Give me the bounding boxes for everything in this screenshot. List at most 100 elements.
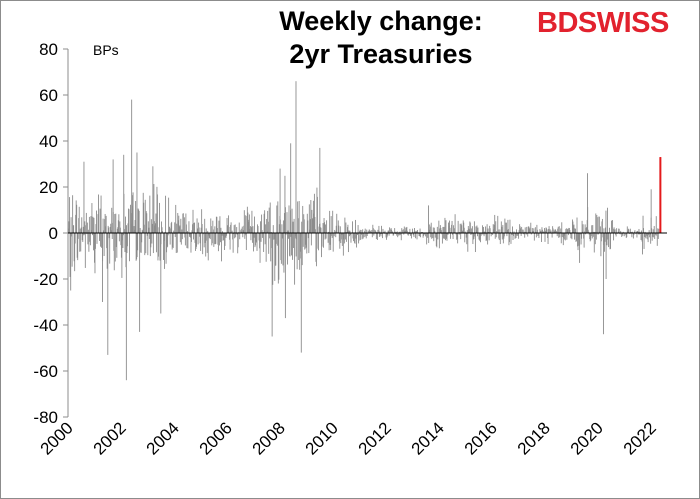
bar — [365, 233, 367, 237]
bar — [491, 233, 493, 235]
bar — [112, 159, 114, 233]
bar — [71, 233, 73, 237]
bar — [208, 233, 210, 239]
bar — [655, 216, 657, 233]
bar — [256, 233, 258, 251]
bar — [648, 233, 650, 235]
bar — [567, 233, 569, 236]
bar — [135, 233, 137, 261]
bar — [233, 233, 235, 235]
bar — [519, 226, 521, 233]
bar — [472, 233, 474, 240]
bar — [462, 220, 464, 233]
bar — [186, 231, 188, 233]
bar — [211, 233, 213, 246]
bar — [373, 229, 375, 233]
bar — [394, 228, 396, 233]
bar — [215, 233, 217, 244]
bar — [205, 233, 207, 257]
bar — [470, 228, 472, 233]
bar — [100, 195, 102, 233]
bar — [86, 222, 88, 233]
bar — [541, 227, 543, 233]
bar — [240, 230, 242, 233]
bar — [254, 233, 256, 248]
bar — [206, 233, 208, 253]
bar — [166, 233, 168, 248]
bar — [468, 229, 470, 233]
bar — [113, 233, 115, 271]
bar — [518, 233, 520, 239]
bar — [434, 233, 436, 238]
bar — [302, 205, 304, 233]
bar — [123, 154, 125, 233]
bar — [172, 233, 174, 248]
bar — [633, 233, 635, 236]
bar — [495, 233, 497, 238]
bar — [602, 233, 604, 335]
bar — [355, 219, 356, 233]
bar — [314, 229, 316, 233]
bar — [280, 233, 282, 261]
bar — [453, 228, 455, 233]
bar — [380, 233, 382, 237]
bar — [306, 213, 308, 233]
bar — [627, 228, 629, 233]
bar — [476, 225, 478, 233]
bar — [267, 210, 269, 233]
bar — [576, 217, 578, 233]
bar — [569, 233, 571, 235]
bar — [493, 224, 495, 233]
bar — [290, 233, 292, 237]
bar — [245, 233, 247, 250]
bar — [308, 204, 310, 233]
bar — [342, 233, 344, 256]
bar — [148, 227, 150, 233]
bar — [304, 233, 306, 249]
bar — [83, 233, 85, 235]
bar — [614, 230, 616, 233]
bar — [268, 207, 270, 233]
bar — [553, 230, 555, 233]
bar — [353, 233, 354, 242]
bar — [269, 233, 271, 239]
bar — [302, 233, 304, 247]
bar — [544, 233, 546, 242]
bar — [478, 233, 480, 240]
unit-label: BPs — [93, 42, 119, 58]
bar — [596, 215, 598, 233]
bar — [96, 210, 97, 233]
bar — [589, 233, 591, 242]
bar — [190, 233, 192, 253]
bar — [651, 233, 653, 241]
bar — [133, 226, 135, 233]
bar — [196, 218, 198, 233]
bar — [87, 233, 89, 245]
bar — [383, 231, 385, 233]
bar — [258, 233, 260, 241]
bar — [84, 233, 86, 268]
bar — [388, 230, 390, 233]
bar — [575, 233, 577, 242]
bar — [354, 233, 356, 244]
bar — [182, 213, 184, 233]
bar — [641, 230, 642, 233]
bar — [609, 227, 610, 233]
bar — [110, 230, 112, 233]
bar — [209, 233, 211, 238]
bar — [149, 233, 151, 257]
bar — [411, 233, 413, 235]
bar — [554, 229, 556, 233]
bar — [647, 233, 649, 240]
bar — [206, 233, 208, 241]
bar — [358, 233, 360, 244]
bar — [291, 208, 293, 233]
bar — [106, 233, 108, 269]
bar — [432, 227, 434, 233]
bar — [605, 233, 607, 279]
bar — [76, 204, 78, 233]
bar — [540, 230, 542, 233]
bar — [240, 228, 242, 233]
bar — [139, 233, 141, 332]
bar — [395, 233, 397, 235]
